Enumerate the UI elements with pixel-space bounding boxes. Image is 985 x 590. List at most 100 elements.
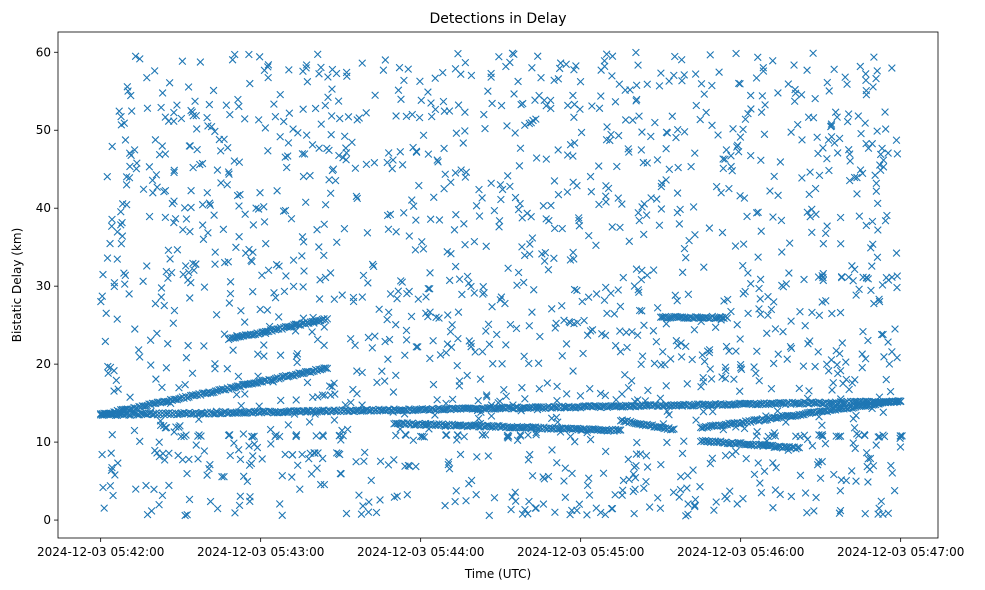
data-point-marker [338,291,347,299]
data-point-marker [190,266,198,275]
data-point-marker [735,387,744,396]
data-point-marker [407,312,416,321]
data-point-marker [818,298,827,306]
data-point-marker [473,453,481,461]
data-point-marker [884,338,892,346]
data-point-marker [480,110,488,119]
data-point-marker [665,410,673,419]
data-point-marker [651,118,659,127]
data-point-marker [734,79,743,88]
data-point-marker [526,240,534,248]
data-point-marker [170,306,179,315]
data-point-marker [188,369,197,378]
data-point-marker [630,282,639,290]
data-point-marker [427,99,435,107]
data-point-marker [492,330,501,339]
data-point-marker [721,492,729,501]
data-point-marker [754,208,762,217]
data-point-marker [454,308,463,316]
data-point-marker [298,252,306,260]
data-point-marker [506,182,514,191]
data-point-marker [818,421,826,430]
data-point-marker [182,215,191,223]
data-point-marker [680,437,688,445]
data-point-marker [844,273,853,281]
data-point-marker [558,224,567,233]
data-point-marker [540,257,549,265]
data-point-marker [828,309,836,318]
data-point-marker [890,486,899,495]
data-point-marker [441,170,450,179]
data-point-marker [120,280,129,288]
x-tick-label: 2024-12-03 05:42:00 [37,545,164,559]
data-point-marker [601,391,610,400]
data-point-marker [524,359,533,368]
data-point-marker [186,278,195,287]
data-point-marker [192,260,200,268]
data-point-marker [634,209,643,217]
data-point-marker [631,485,639,494]
data-point-marker [518,214,527,222]
data-point-marker [624,383,633,392]
data-point-marker [683,471,692,480]
data-point-marker [869,461,878,470]
data-point-marker [455,275,464,283]
data-point-marker [769,359,778,368]
data-point-marker [861,119,869,127]
data-point-marker [829,379,838,387]
data-point-marker [638,352,647,360]
data-point-marker [764,292,772,301]
data-point-marker [778,281,786,290]
data-point-marker [769,213,777,221]
data-point-marker [837,273,846,282]
data-point-marker [756,479,764,487]
data-point-marker [298,150,307,158]
data-point-marker [155,438,163,446]
data-point-marker [148,176,157,185]
x-tick-label: 2024-12-03 05:47:00 [837,545,964,559]
data-point-marker [223,180,232,189]
data-point-marker [384,225,393,234]
data-point-marker [638,128,646,136]
data-point-marker [112,376,121,385]
data-point-marker [862,448,871,457]
data-point-marker [228,55,237,64]
data-point-marker [288,451,297,459]
data-point-marker [457,166,465,174]
data-point-marker [184,341,192,350]
data-point-marker [142,481,150,490]
data-point-marker [625,237,634,246]
data-point-marker [554,190,563,199]
data-point-marker [220,472,228,481]
data-point-marker [677,339,685,347]
data-point-marker [402,112,411,121]
data-point-marker [289,256,298,264]
data-point-marker [440,107,449,115]
data-point-marker [157,284,166,292]
data-point-marker [836,213,845,222]
data-point-marker [588,102,596,110]
data-point-marker [384,308,393,317]
data-point-marker [769,503,777,512]
data-point-marker [178,455,187,464]
data-point-marker [326,189,335,198]
data-point-marker [467,342,475,351]
data-point-marker [184,83,193,91]
data-point-marker [511,129,519,137]
data-point-marker [843,80,851,89]
data-point-marker [787,344,796,353]
data-point-marker [383,315,391,324]
data-point-marker [755,305,763,313]
data-point-marker [452,129,461,138]
data-point-marker [160,301,169,310]
data-point-marker [292,432,300,440]
data-point-marker [213,504,222,513]
data-point-marker [525,497,533,506]
data-point-marker [339,153,347,162]
data-point-marker [675,493,684,501]
data-point-marker [328,65,337,74]
data-point-marker [688,355,696,364]
data-point-marker [584,474,593,483]
data-point-marker [440,184,448,193]
data-point-marker [570,139,579,147]
